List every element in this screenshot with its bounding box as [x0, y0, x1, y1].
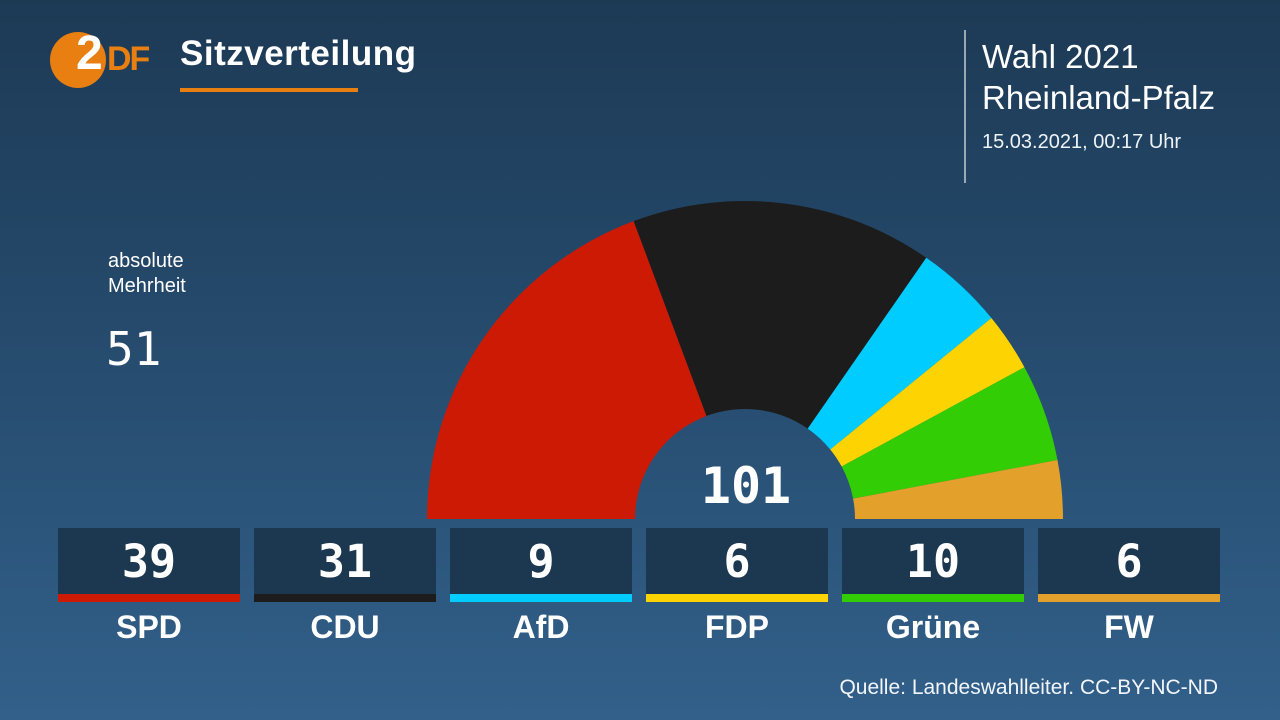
party-card-grüne: 10 Grüne: [842, 528, 1024, 646]
seat-count: 31: [317, 534, 373, 588]
page-title: Sitzverteilung: [180, 34, 417, 73]
party-name: CDU: [310, 609, 380, 645]
party-name: Grüne: [885, 609, 981, 645]
party-card-fw: 6 FW: [1038, 528, 1220, 646]
party-card-fdp: 6 FDP: [646, 528, 828, 646]
party-card-cdu: 31 CDU: [254, 528, 436, 646]
party-name: SPD: [116, 609, 182, 645]
zdf-logo-letter-2: 2: [76, 27, 103, 80]
election-timestamp: 15.03.2021, 00:17 Uhr: [982, 131, 1182, 153]
absolute-majority-label: absolute Mehrheit: [108, 249, 186, 299]
absolute-majority-label-line2: Mehrheit: [108, 275, 186, 297]
absolute-majority-value: 51: [106, 322, 162, 376]
total-seats-label: 101: [700, 457, 792, 515]
seat-count: 10: [905, 534, 961, 588]
zdf-logo: 2 DF: [50, 27, 150, 90]
seat-count-box: 6: [1038, 528, 1220, 594]
zdf-logo-circle: [50, 32, 106, 88]
absolute-majority-label-line1: absolute: [108, 250, 184, 272]
party-color-bar: [450, 594, 632, 602]
party-color-bar: [254, 594, 436, 602]
party-name: FDP: [705, 609, 769, 645]
seat-count-box: 10: [842, 528, 1024, 594]
election-title-line1: Wahl 2021: [982, 38, 1139, 75]
source-attribution: Quelle: Landeswahlleiter. CC-BY-NC-ND: [839, 676, 1218, 699]
party-name: AfD: [512, 609, 570, 645]
seat-distribution-donut-chart: [427, 200, 1063, 519]
party-color-bar: [646, 594, 828, 602]
party-color-bar: [58, 594, 240, 602]
title-underline: [180, 88, 358, 92]
seat-count-box: 9: [450, 528, 632, 594]
election-title-line2: Rheinland-Pfalz: [982, 79, 1215, 116]
donut-segment-grüne: [841, 367, 1058, 499]
seat-count-box: 39: [58, 528, 240, 594]
party-color-bar: [1038, 594, 1220, 602]
donut-segment-fdp: [830, 317, 1025, 467]
seat-count: 39: [121, 534, 177, 588]
seat-count: 6: [1115, 534, 1143, 588]
party-name: FW: [1104, 609, 1154, 645]
donut-segment-fw: [853, 460, 1063, 519]
seat-count-box: 6: [646, 528, 828, 594]
party-card-afd: 9 AfD: [450, 528, 632, 646]
donut-segment-afd: [807, 257, 992, 450]
party-card-spd: 39 SPD: [58, 528, 240, 646]
party-color-bar: [842, 594, 1024, 602]
header-divider: [964, 30, 966, 183]
seat-count: 9: [527, 534, 555, 588]
election-title: Wahl 2021 Rheinland-Pfalz: [982, 36, 1215, 118]
donut-segment-spd: [427, 221, 707, 519]
seat-count-box: 31: [254, 528, 436, 594]
zdf-logo-letters-df: DF: [107, 40, 150, 78]
donut-segment-cdu: [633, 200, 927, 429]
seat-count: 6: [723, 534, 751, 588]
party-legend: 39 SPD 31 CDU 9 AfD 6 FDP 10 Grüne 6: [58, 528, 1220, 646]
